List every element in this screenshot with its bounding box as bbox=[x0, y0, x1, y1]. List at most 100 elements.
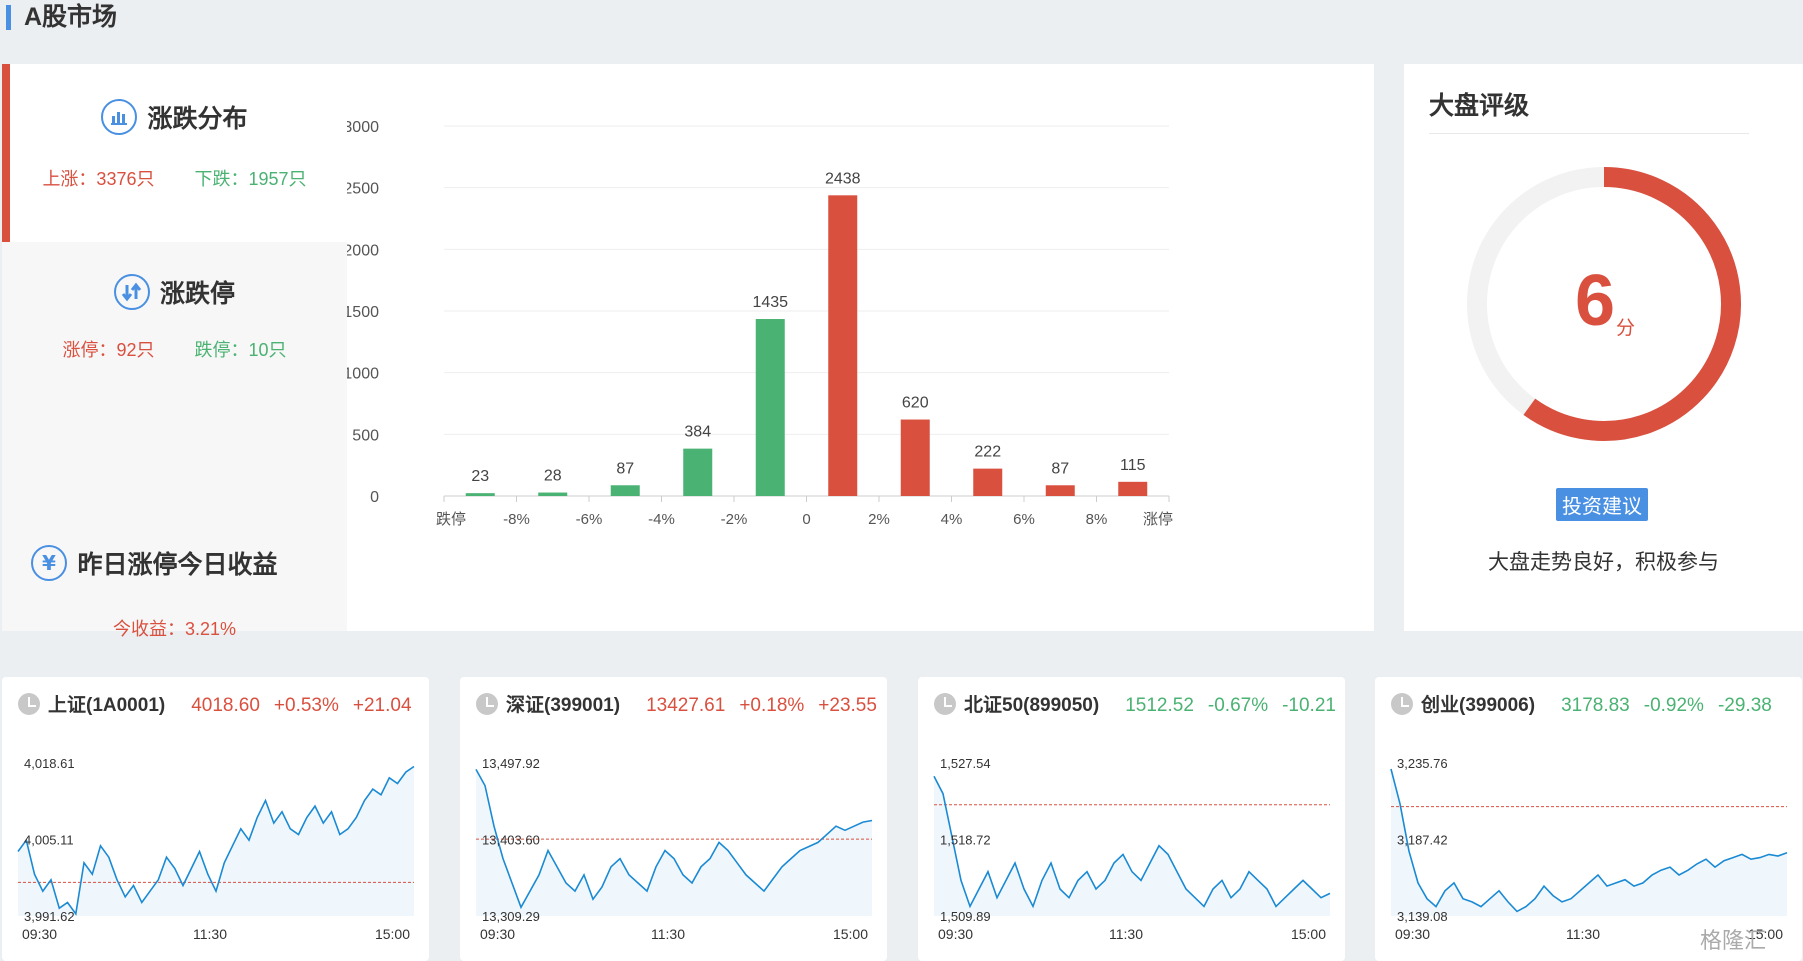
index-header: 深证(399001) 13427.61 +0.18% +23.55 bbox=[476, 691, 891, 721]
clock-icon bbox=[1391, 692, 1413, 715]
index-area bbox=[1391, 769, 1787, 916]
index-percent: +0.53% bbox=[273, 695, 339, 716]
clock-icon bbox=[18, 692, 40, 715]
y-axis-label: 3,991.62 bbox=[24, 909, 75, 924]
distribution-card: 涨跌分布 上涨：3376只 下跌：1957只 涨跌停 涨停：92只 跌停：10只 bbox=[2, 64, 1374, 639]
index-intraday-chart: 1,527.54 1,518.72 1,509.89 09:30 11:30 15:00 bbox=[933, 756, 1331, 942]
watermark: 格隆汇 bbox=[1700, 928, 1767, 953]
up-count: 上涨：3376只 bbox=[42, 169, 155, 189]
bar[interactable] bbox=[1118, 481, 1148, 496]
y-tick-label: 1500 bbox=[347, 304, 379, 321]
rating-score: 6 bbox=[1575, 261, 1616, 341]
x-tick-label: -4% bbox=[648, 511, 675, 528]
time-axis-label: 09:30 bbox=[22, 926, 57, 942]
bar[interactable] bbox=[900, 419, 930, 496]
index-line bbox=[933, 775, 1331, 909]
bar-value-label: 87 bbox=[1051, 460, 1069, 477]
bar[interactable] bbox=[755, 319, 785, 496]
index-card[interactable]: 深证(399001) 13427.61 +0.18% +23.55 13,497.92… bbox=[460, 677, 887, 961]
index-card[interactable]: 创业(399006) 3178.83 -0.92% -29.38 3,235.76 3,… bbox=[1375, 677, 1802, 961]
x-tick-label: 8% bbox=[1086, 511, 1108, 528]
x-tick-label: 跌停 bbox=[436, 511, 466, 528]
x-tick-label: 涨停 bbox=[1143, 511, 1173, 528]
index-change: +23.55 bbox=[818, 695, 877, 716]
index-name[interactable]: 北证50(899050) bbox=[964, 695, 1100, 716]
rating-title: 大盘评级 bbox=[1429, 92, 1530, 120]
tab-distribution[interactable]: 涨跌分布 上涨：3376只 下跌：1957只 bbox=[2, 64, 347, 242]
time-axis-label: 09:30 bbox=[1395, 926, 1430, 942]
y-axis-label: 1,527.54 bbox=[940, 756, 991, 771]
index-price: 13427.61 bbox=[646, 695, 726, 716]
advice-badge[interactable]: 投资建议 bbox=[1556, 488, 1648, 521]
tab-yesterday-limit[interactable]: ¥ 昨日涨停今日收益 今收益：3.21% bbox=[2, 432, 347, 639]
y-tick-label: 0 bbox=[370, 489, 379, 506]
y-axis-label: 13,309.29 bbox=[482, 909, 540, 924]
bar-value-label: 384 bbox=[684, 424, 711, 441]
x-tick-label: 0 bbox=[802, 511, 810, 528]
svg-text:¥: ¥ bbox=[43, 551, 57, 575]
bar[interactable] bbox=[538, 492, 568, 496]
advice-text: 大盘走势良好，积极参与 bbox=[1488, 551, 1719, 574]
bar[interactable] bbox=[683, 448, 713, 496]
index-percent: +0.18% bbox=[739, 695, 805, 716]
index-header: 创业(399006) 3178.83 -0.92% -29.38 bbox=[1391, 691, 1786, 721]
index-line bbox=[1390, 768, 1788, 913]
bar-value-label: 87 bbox=[616, 460, 634, 477]
tab-limit-title: 涨跌停 bbox=[159, 280, 235, 308]
yen-icon: ¥ bbox=[31, 545, 68, 582]
index-name[interactable]: 创业(399006) bbox=[1421, 695, 1536, 716]
divider bbox=[1429, 133, 1749, 134]
bar[interactable] bbox=[973, 468, 1003, 496]
time-axis-label: 09:30 bbox=[480, 926, 515, 942]
index-percent: -0.67% bbox=[1207, 695, 1269, 716]
tab-limit[interactable]: 涨跌停 涨停：92只 跌停：10只 bbox=[2, 242, 347, 432]
index-intraday-chart: 13,497.92 13,403.60 13,309.29 09:30 11:30 15:… bbox=[475, 756, 873, 942]
index-card[interactable]: 上证(1A0001) 4018.60 +0.53% +21.04 4,018.61 4,… bbox=[2, 677, 429, 961]
index-change: -29.38 bbox=[1717, 695, 1772, 716]
y-tick-label: 3000 bbox=[347, 119, 379, 136]
time-axis-label: 11:30 bbox=[651, 926, 685, 942]
today-return: 今收益：3.21% bbox=[112, 619, 237, 639]
index-line bbox=[475, 769, 873, 910]
time-axis-label: 15:00 bbox=[1291, 926, 1326, 942]
bar-value-label: 2438 bbox=[825, 170, 861, 187]
y-tick-label: 1000 bbox=[347, 366, 379, 383]
bar[interactable] bbox=[828, 195, 858, 496]
index-card[interactable]: 北证50(899050) 1512.52 -0.67% -10.21 1,527.54… bbox=[918, 677, 1345, 961]
rating-gauge bbox=[1467, 167, 1741, 441]
rating-card: 大盘评级 6 分 投资建议 大盘走势良好，积极参与 bbox=[1404, 64, 1803, 631]
bar[interactable] bbox=[465, 493, 495, 496]
x-tick-label: -2% bbox=[721, 511, 748, 528]
x-tick-label: 2% bbox=[868, 511, 890, 528]
x-tick-label: 6% bbox=[1013, 511, 1035, 528]
time-axis-label: 09:30 bbox=[938, 926, 973, 942]
y-axis-label: 13,497.92 bbox=[482, 756, 540, 771]
y-tick-label: 2500 bbox=[347, 181, 379, 198]
bar-value-label: 1435 bbox=[752, 294, 788, 311]
index-area bbox=[934, 776, 1330, 916]
x-tick-label: -6% bbox=[576, 511, 603, 528]
bar[interactable] bbox=[610, 485, 640, 496]
y-axis-label: 13,403.60 bbox=[482, 833, 540, 848]
index-name[interactable]: 深证(399001) bbox=[506, 695, 621, 716]
index-name[interactable]: 上证(1A0001) bbox=[48, 695, 166, 716]
index-change: -10.21 bbox=[1282, 695, 1336, 716]
y-axis-label: 4,005.11 bbox=[24, 833, 74, 848]
y-axis-label: 3,139.08 bbox=[1397, 909, 1448, 924]
page-title: A股市场 bbox=[0, 0, 117, 36]
index-line bbox=[17, 765, 415, 916]
y-axis-label: 3,235.76 bbox=[1397, 756, 1448, 771]
index-price: 1512.52 bbox=[1125, 695, 1194, 716]
index-change: +21.04 bbox=[352, 695, 412, 716]
bar-chart-icon bbox=[101, 99, 138, 136]
y-axis-label: 1,518.72 bbox=[940, 833, 991, 848]
y-axis-label: 4,018.61 bbox=[24, 756, 75, 771]
index-price: 4018.60 bbox=[191, 695, 260, 716]
time-axis-label: 11:30 bbox=[193, 926, 227, 942]
index-area bbox=[18, 766, 414, 916]
tab-distribution-title: 涨跌分布 bbox=[147, 105, 248, 133]
distribution-bar-chart: 0 500 1000 1500 2000 2500 3000 跌停 -8% -6% -4% -2% 0 2… bbox=[347, 119, 1173, 528]
up-down-arrows-icon bbox=[113, 274, 150, 311]
bar[interactable] bbox=[1045, 485, 1075, 496]
time-axis-label: 11:30 bbox=[1109, 926, 1143, 942]
